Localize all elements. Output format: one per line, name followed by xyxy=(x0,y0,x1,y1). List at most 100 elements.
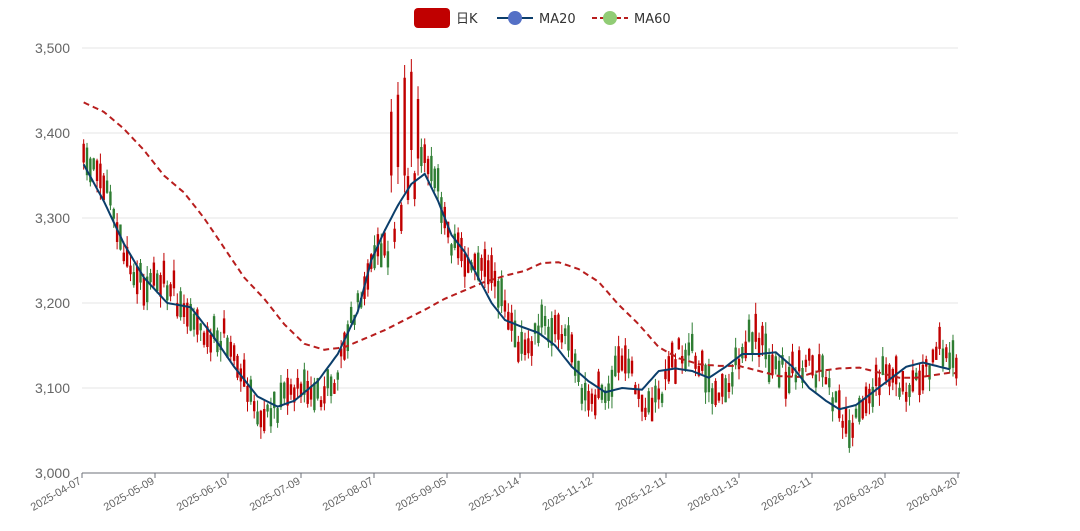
candle-body xyxy=(811,355,814,376)
candle-body xyxy=(590,393,594,404)
candle-body xyxy=(854,408,858,418)
candle-body xyxy=(99,163,102,189)
candle-body xyxy=(436,168,440,192)
candle-body xyxy=(473,253,477,270)
candle-body xyxy=(734,347,737,366)
candle-body xyxy=(135,266,139,295)
candle-body xyxy=(309,386,313,400)
y-tick-label: 3,000 xyxy=(35,465,70,481)
candle-body xyxy=(156,273,159,292)
candle-body xyxy=(85,147,89,176)
candle-body xyxy=(821,355,824,378)
candle-body xyxy=(530,341,533,356)
candle-body xyxy=(955,357,958,379)
candle-body xyxy=(644,407,647,417)
candle-body xyxy=(182,303,186,318)
candle-body xyxy=(112,208,115,219)
legend-item-ma60[interactable]: MA60 xyxy=(592,11,671,27)
candle-body xyxy=(92,158,95,170)
candle-body xyxy=(687,342,691,356)
candle-body xyxy=(697,365,701,376)
candle-body xyxy=(620,355,624,371)
candle-body xyxy=(199,323,202,331)
candle-body xyxy=(563,328,567,337)
x-tick-label: 2025-09-05 xyxy=(394,475,449,514)
candle-body xyxy=(948,352,951,370)
candle-body xyxy=(904,391,908,402)
candle-body xyxy=(808,348,811,361)
candle-body xyxy=(771,354,774,376)
candle-body xyxy=(741,346,744,359)
candle-body xyxy=(711,388,714,404)
candle-body xyxy=(189,303,192,331)
candle-body xyxy=(868,388,871,404)
candle-body xyxy=(717,392,721,401)
candle-body xyxy=(122,252,125,262)
candle-body xyxy=(416,99,420,159)
candle-body xyxy=(777,360,781,388)
candle-body xyxy=(259,410,263,428)
candle-body xyxy=(115,222,119,242)
candle-body xyxy=(249,379,253,402)
candle-body xyxy=(513,320,517,348)
candle-body xyxy=(487,260,490,285)
candle-body xyxy=(396,94,400,167)
candle-body xyxy=(884,364,888,381)
candle-body xyxy=(346,324,350,352)
candle-body xyxy=(356,293,360,303)
candle-body xyxy=(560,334,563,343)
candle-body xyxy=(848,420,851,448)
candle-body xyxy=(754,313,757,342)
candle-body xyxy=(540,304,543,328)
candle-body xyxy=(721,373,724,397)
candle-body xyxy=(192,313,196,330)
candle-body xyxy=(797,350,801,372)
candle-body xyxy=(674,359,677,384)
candle-body xyxy=(226,337,229,358)
candle-body xyxy=(901,370,905,392)
candle-body xyxy=(547,326,550,342)
candle-body xyxy=(935,346,938,360)
candle-body xyxy=(694,355,697,369)
candle-body xyxy=(630,360,634,374)
candle-body xyxy=(306,380,309,404)
candle-body xyxy=(266,404,269,412)
legend[interactable]: 日K MA20 MA60 xyxy=(414,8,671,28)
candle-body xyxy=(303,369,306,395)
candle-body xyxy=(838,390,841,419)
legend-swatch-box xyxy=(414,8,450,28)
candle-body xyxy=(466,257,470,273)
candle-body xyxy=(319,400,323,407)
candle-body xyxy=(393,228,396,242)
x-tick-label: 2025-06-10 xyxy=(175,475,230,514)
candle-body xyxy=(841,420,844,428)
candle-body xyxy=(390,111,393,176)
candle-body xyxy=(761,325,764,346)
candle-body xyxy=(293,387,296,403)
candle-body xyxy=(132,272,136,286)
candle-body xyxy=(426,158,430,175)
candle-body xyxy=(527,338,530,354)
candle-body xyxy=(654,385,657,403)
candle-body xyxy=(463,253,467,277)
candle-body xyxy=(647,391,650,413)
candle-body xyxy=(594,394,597,416)
legend-item-ma20[interactable]: MA20 xyxy=(497,11,576,27)
candle-body xyxy=(386,251,390,268)
candle-body xyxy=(814,374,818,388)
candle-body xyxy=(286,377,289,406)
candle-body xyxy=(349,306,353,324)
candle-body xyxy=(747,319,751,342)
x-tick-label: 2025-12-11 xyxy=(613,475,667,513)
candle-body xyxy=(844,407,848,434)
candle-body xyxy=(222,318,226,334)
candle-body xyxy=(162,260,166,284)
candle-body xyxy=(373,245,376,269)
candle-body xyxy=(911,370,915,392)
candle-body xyxy=(938,326,941,349)
legend-item-日k[interactable]: 日K xyxy=(414,8,478,28)
candle-body xyxy=(186,302,189,327)
candle-body xyxy=(380,243,383,268)
candle-body xyxy=(323,386,326,404)
